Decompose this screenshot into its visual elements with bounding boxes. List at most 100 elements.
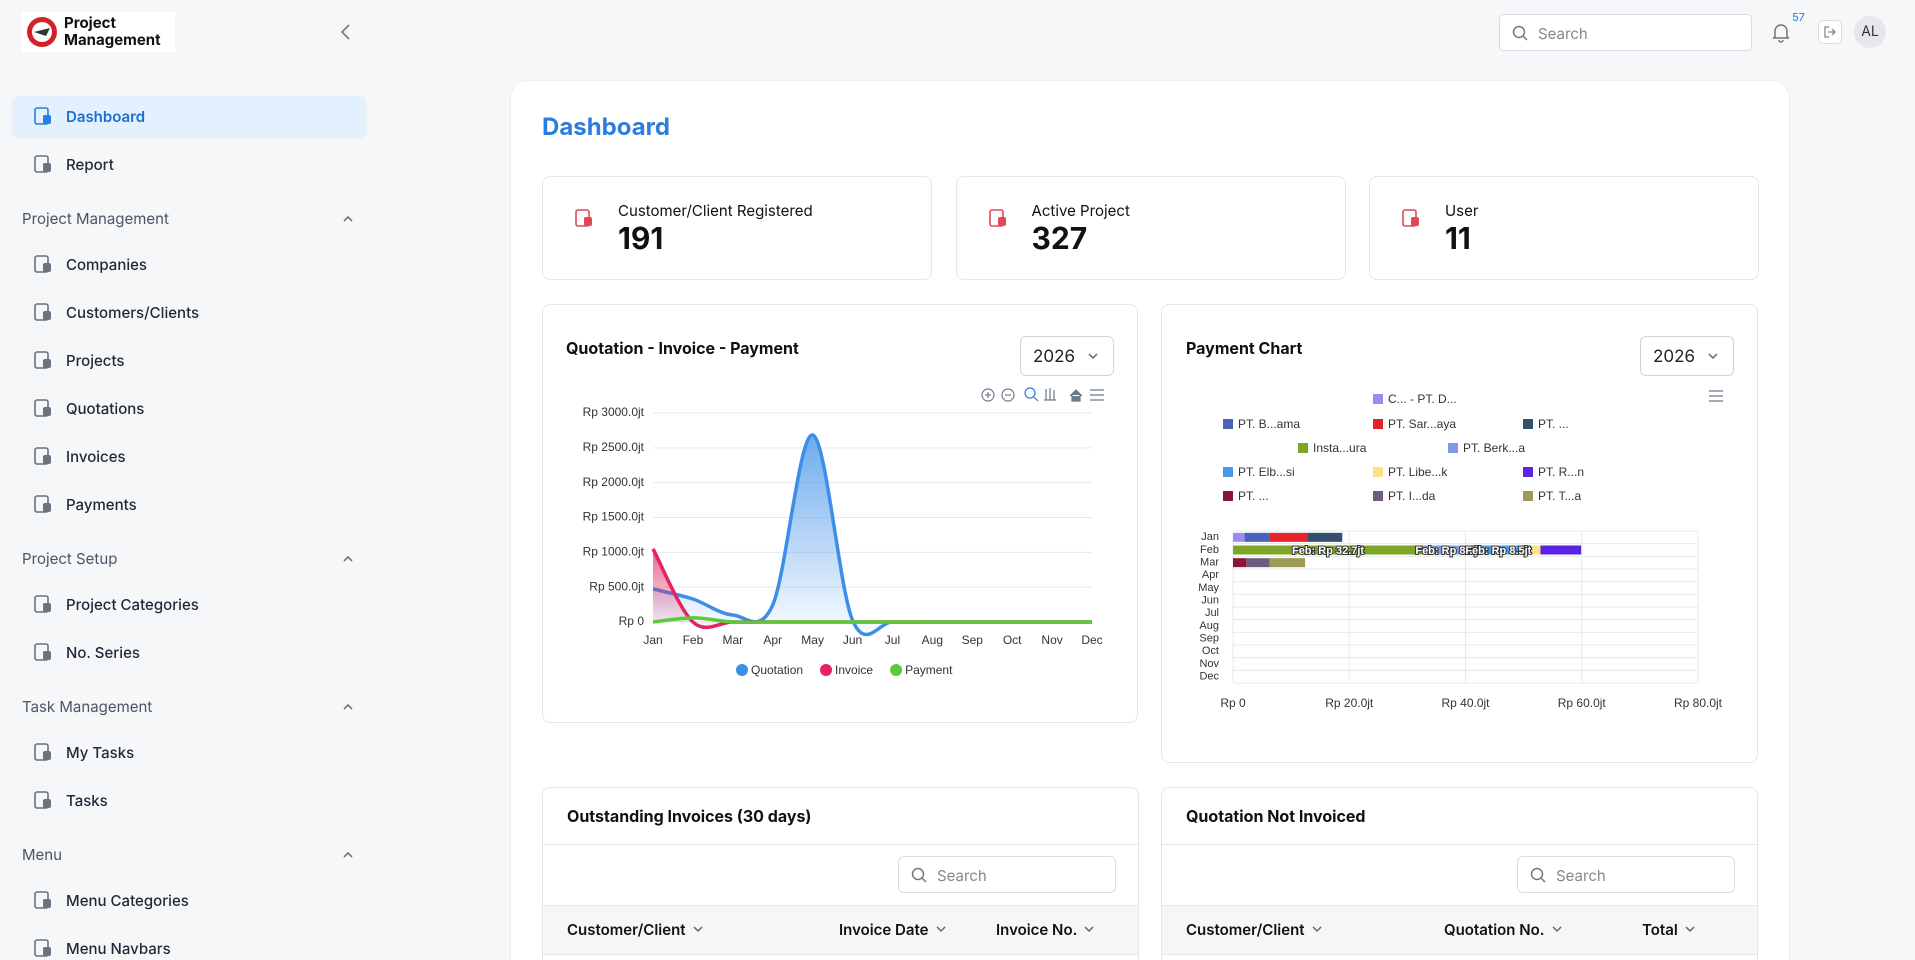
stat-card: Active Project 327 bbox=[955, 176, 1346, 280]
legend-label: PT. Elb...si bbox=[1238, 465, 1295, 479]
bar-segment bbox=[1540, 545, 1582, 555]
column-header[interactable]: Invoice No. bbox=[996, 920, 1095, 939]
y-tick-label: Aug bbox=[1199, 620, 1219, 632]
data-label: Feb: Rp 8.5jt bbox=[1465, 545, 1531, 557]
y-tick-label: Rp 2500.0jt bbox=[583, 440, 645, 454]
nav-label: Quotations bbox=[66, 399, 145, 418]
icon bbox=[34, 107, 51, 125]
nav-item[interactable]: Menu Categories bbox=[22, 880, 362, 920]
column-header[interactable]: Customer/Client bbox=[567, 920, 704, 939]
icon bbox=[34, 791, 51, 809]
column-header[interactable]: Total bbox=[1642, 920, 1696, 939]
avatar[interactable]: AL bbox=[1854, 16, 1886, 48]
divider bbox=[543, 844, 1138, 845]
legend-label: Invoice bbox=[835, 663, 873, 677]
line bbox=[652, 433, 1092, 637]
bar-segment bbox=[1244, 532, 1270, 542]
nav-item[interactable]: My Tasks bbox=[22, 732, 362, 772]
legend-marker bbox=[1448, 443, 1458, 453]
nav-item[interactable]: Quotations bbox=[22, 388, 362, 428]
y-tick-label: Nov bbox=[1199, 658, 1219, 670]
y-tick-label: Rp 500.0jt bbox=[589, 579, 644, 593]
table-search[interactable]: Search bbox=[1517, 856, 1735, 893]
legend-label: PT. Libe...k bbox=[1388, 465, 1448, 479]
nav-item[interactable]: Customers/Clients bbox=[22, 292, 362, 332]
y-tick-label: Oct bbox=[1202, 645, 1219, 657]
nav-item[interactable]: Invoices bbox=[22, 436, 362, 476]
x-tick-label: Oct bbox=[1003, 633, 1022, 647]
nav-label: Project Categories bbox=[66, 595, 199, 614]
icon bbox=[575, 209, 592, 227]
notification-bell[interactable] bbox=[1770, 21, 1792, 43]
legend-label: Quotation bbox=[751, 663, 803, 677]
sort-icon bbox=[1084, 926, 1094, 933]
nav-item[interactable]: Tasks bbox=[22, 780, 362, 820]
bar-segment bbox=[1473, 545, 1524, 555]
x-tick-label: Jan bbox=[643, 633, 662, 647]
chevron bbox=[343, 555, 353, 562]
y-tick-label: Rp 1500.0jt bbox=[583, 510, 645, 524]
stat-value: 191 bbox=[618, 221, 664, 257]
nav-item[interactable]: Companies bbox=[22, 244, 362, 284]
stat-label: Customer/Client Registered bbox=[618, 201, 813, 220]
nav-label: Menu Categories bbox=[66, 891, 189, 910]
area bbox=[653, 434, 1092, 635]
section-title: Task Management bbox=[22, 697, 153, 716]
y-tick-label: Rp 2000.0jt bbox=[583, 475, 645, 489]
nav-item[interactable]: Dashboard bbox=[22, 96, 362, 136]
chevron bbox=[1088, 353, 1098, 360]
legend-label: Payment bbox=[905, 663, 953, 677]
logout-button[interactable] bbox=[1818, 20, 1842, 44]
stat-label: Active Project bbox=[1031, 201, 1130, 220]
chart-toolbar[interactable] bbox=[981, 387, 1723, 402]
column-header[interactable]: Quotation No. bbox=[1444, 920, 1563, 939]
icon bbox=[34, 351, 51, 369]
legend-marker bbox=[1373, 419, 1383, 429]
data-label: Feb: Rp 8.7jt bbox=[1415, 545, 1481, 557]
icon bbox=[34, 495, 51, 513]
x-tick-label: May bbox=[801, 633, 824, 647]
year-value: 2026 bbox=[1033, 347, 1076, 367]
nav-item[interactable]: Report bbox=[22, 144, 362, 184]
x-tick-label: Mar bbox=[722, 633, 743, 647]
x-tick-label: Feb bbox=[683, 633, 704, 647]
x-tick-label: Rp 0 bbox=[1220, 696, 1246, 710]
legend-marker bbox=[820, 664, 833, 676]
active-item-bg bbox=[13, 96, 366, 136]
legend-marker bbox=[890, 664, 903, 676]
legend-marker bbox=[1523, 419, 1533, 429]
column-header[interactable]: Invoice Date bbox=[839, 920, 947, 939]
nav-label: Companies bbox=[66, 255, 148, 274]
column-header[interactable]: Customer/Client bbox=[1186, 920, 1323, 939]
search-box[interactable]: Search bbox=[1499, 14, 1752, 51]
logo[interactable]: Project Management bbox=[22, 12, 175, 52]
icon bbox=[34, 743, 51, 761]
nav-item[interactable]: Projects bbox=[22, 340, 362, 380]
icon bbox=[34, 891, 51, 909]
nav-label: Customers/Clients bbox=[66, 303, 200, 322]
nav-item[interactable]: No. Series bbox=[22, 632, 362, 672]
bar-segment bbox=[1233, 545, 1424, 555]
nav-item[interactable]: Menu Navbars bbox=[22, 928, 362, 960]
year-select[interactable]: 2026 bbox=[1640, 336, 1734, 376]
section-title: Project Management bbox=[22, 209, 169, 228]
x-tick-label: Jul bbox=[885, 633, 900, 647]
y-tick-label: Jun bbox=[1201, 595, 1219, 607]
nav-label: Tasks bbox=[66, 791, 108, 810]
legend-label: PT. B...ama bbox=[1238, 417, 1300, 431]
icon bbox=[34, 399, 51, 417]
legend-label: C... - PT. D... bbox=[1388, 392, 1457, 406]
y-tick-label: Mar bbox=[1200, 557, 1219, 569]
nav-label: Report bbox=[66, 155, 114, 174]
collapse-button[interactable] bbox=[336, 22, 356, 42]
bar-segment bbox=[1269, 532, 1308, 542]
chevron bbox=[343, 215, 353, 222]
year-select[interactable]: 2026 bbox=[1020, 336, 1114, 376]
legend-label: PT. Sar...aya bbox=[1388, 417, 1456, 431]
nav-item[interactable]: Project Categories bbox=[22, 584, 362, 624]
table-search[interactable]: Search bbox=[898, 856, 1116, 893]
table-title: Outstanding Invoices (30 days) bbox=[567, 806, 812, 826]
nav-item[interactable]: Payments bbox=[22, 484, 362, 524]
logo-text: Project bbox=[64, 13, 116, 32]
